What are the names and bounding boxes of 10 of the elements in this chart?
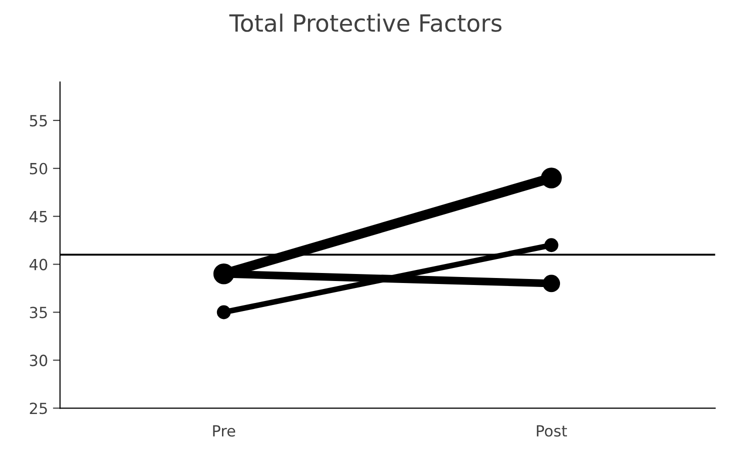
x-tick-label: Post <box>536 425 567 437</box>
chart-title: Total Protective Factors <box>229 14 502 32</box>
y-tick-label: 45 <box>30 211 47 222</box>
y-tick-label: 55 <box>30 115 47 126</box>
y-tick-label: 30 <box>30 354 48 366</box>
y-tick-label: 50 <box>30 162 48 174</box>
x-tick-label: Pre <box>213 425 236 437</box>
y-tick-label: 40 <box>30 258 48 270</box>
y-tick-label: 35 <box>30 306 47 318</box>
y-tick-label: 25 <box>30 402 47 414</box>
